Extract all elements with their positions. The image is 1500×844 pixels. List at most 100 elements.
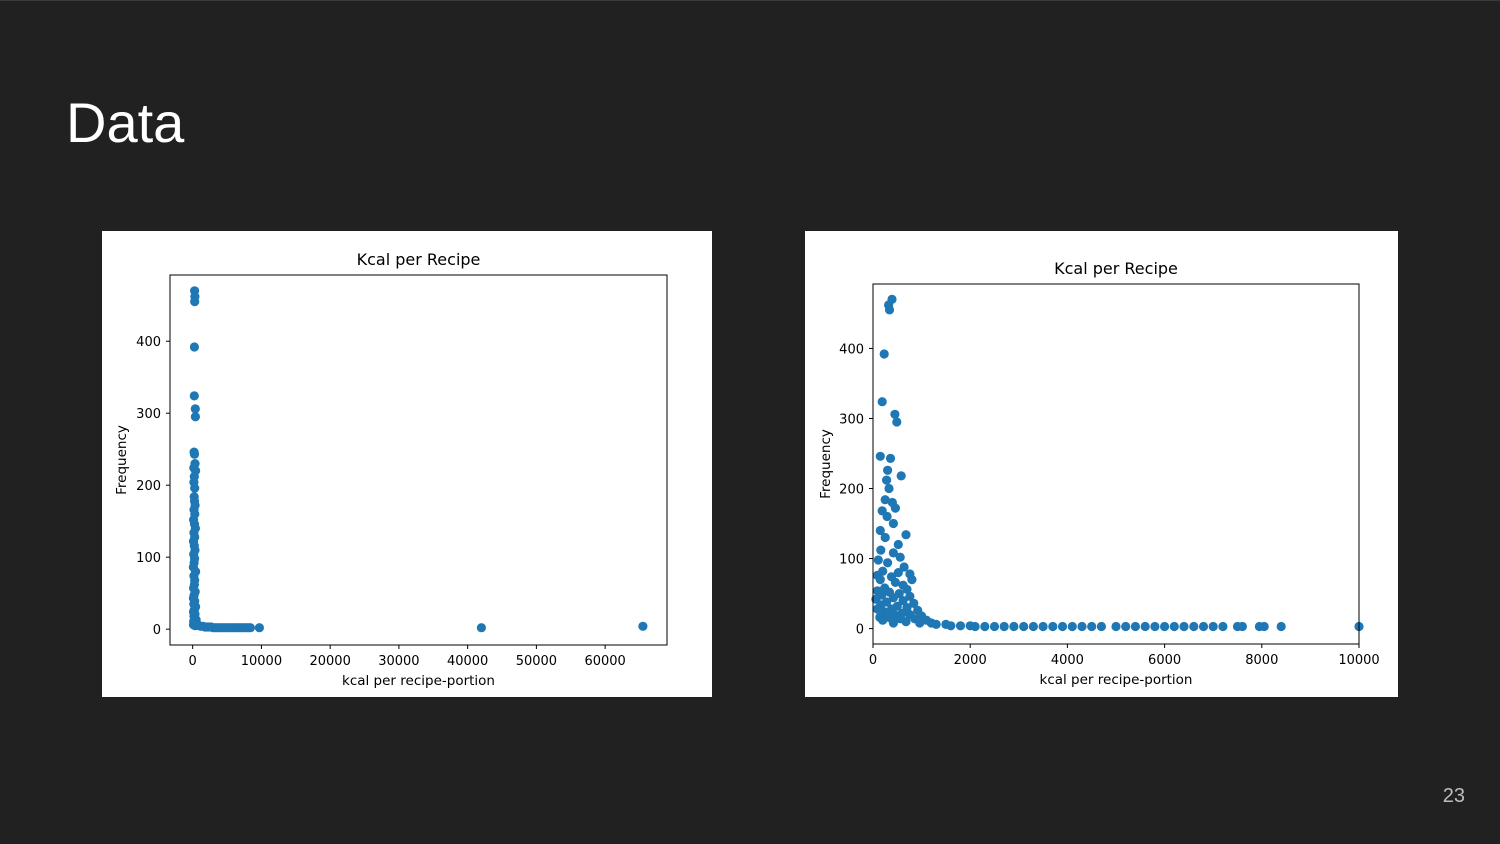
plot-frame — [872, 283, 1360, 645]
x-tick-label: 20000 — [309, 654, 350, 669]
data-point — [1169, 621, 1179, 632]
data-point — [888, 518, 898, 529]
data-point — [1198, 621, 1209, 632]
data-point — [875, 451, 885, 461]
data-point — [879, 349, 889, 359]
x-tick-label: 10000 — [241, 654, 282, 669]
data-point — [883, 465, 893, 475]
data-point — [1140, 621, 1150, 632]
y-tick-label: 300 — [136, 407, 161, 422]
data-point — [876, 545, 886, 555]
data-point — [909, 598, 919, 608]
data-point — [1130, 621, 1140, 632]
y-tick-label: 0 — [856, 623, 864, 638]
data-point — [955, 621, 966, 631]
y-tick-label: 0 — [153, 623, 161, 638]
data-point — [999, 621, 1009, 632]
data-point — [890, 577, 900, 587]
data-point — [1057, 621, 1068, 632]
data-point — [1038, 621, 1048, 632]
data-point — [890, 503, 900, 513]
data-point — [1150, 621, 1160, 632]
data-point — [888, 593, 898, 603]
data-point — [189, 391, 199, 401]
data-point — [898, 596, 908, 606]
data-point — [893, 539, 903, 550]
x-tick-label: 50000 — [516, 654, 557, 669]
plot-frame — [169, 274, 668, 646]
data-point — [980, 621, 990, 632]
data-point — [902, 584, 912, 594]
x-tick-label: 60000 — [584, 654, 625, 669]
data-point — [905, 591, 915, 601]
data-point — [245, 623, 255, 633]
data-point — [989, 621, 1000, 632]
x-tick-label: 4000 — [1051, 653, 1084, 668]
data-point — [1189, 621, 1199, 632]
data-point — [878, 615, 888, 625]
data-point — [189, 342, 199, 352]
data-point — [1048, 621, 1058, 632]
y-axis-label: Frequency — [114, 425, 130, 495]
data-point — [1179, 621, 1189, 632]
data-point — [892, 417, 902, 427]
data-point — [638, 621, 648, 631]
data-point — [915, 618, 925, 628]
slide-title: Data — [66, 91, 185, 154]
data-point — [895, 552, 905, 562]
data-point — [1218, 621, 1228, 632]
chart-title: Kcal per Recipe — [357, 250, 481, 269]
chart-title: Kcal per Recipe — [1054, 259, 1178, 278]
data-point — [882, 475, 892, 485]
data-point — [893, 568, 903, 578]
data-point — [899, 562, 909, 572]
data-point — [896, 471, 906, 481]
data-point — [890, 409, 900, 419]
y-tick-label: 200 — [136, 479, 161, 494]
data-point — [189, 449, 200, 459]
scatter-chart-svg: Kcal per Recipe 0 10000 20000 30000 40000 5000… — [114, 250, 668, 689]
x-tick-label: 0 — [869, 653, 877, 668]
data-point — [190, 412, 200, 422]
data-point — [888, 548, 898, 558]
data-point — [884, 483, 894, 494]
data-point — [875, 575, 885, 585]
x-axis-label: kcal per recipe-portion — [342, 673, 495, 689]
data-point — [1111, 621, 1121, 632]
y-tick-label: 100 — [136, 551, 161, 566]
x-tick-label: 40000 — [447, 654, 488, 669]
data-point — [1208, 621, 1218, 632]
x-axis-label: kcal per recipe-portion — [1040, 672, 1193, 688]
data-point — [1028, 621, 1038, 632]
data-point — [1160, 621, 1170, 632]
y-axis-label: Frequency — [818, 429, 834, 499]
data-point — [883, 558, 893, 568]
x-tick-label: 10000 — [1338, 653, 1379, 668]
data-point — [873, 555, 883, 565]
data-point — [1276, 621, 1286, 632]
data-points — [188, 286, 648, 633]
data-points — [871, 294, 1364, 632]
data-point — [877, 397, 887, 407]
chart-panel-zoomed-range: Kcal per Recipe 0 2000 4000 6000 8000 10000 0 10… — [805, 231, 1398, 697]
y-tick-label: 200 — [839, 483, 864, 498]
data-point — [880, 495, 890, 505]
data-point — [901, 617, 911, 627]
data-point — [476, 623, 486, 633]
data-point — [1009, 621, 1019, 632]
data-point — [1121, 621, 1131, 632]
chart-panel-full-range: Kcal per Recipe 0 10000 20000 30000 40000 5000… — [102, 231, 712, 697]
data-point — [190, 483, 200, 493]
x-tick-label: 8000 — [1245, 653, 1278, 668]
data-point — [254, 623, 264, 633]
data-point — [190, 297, 200, 307]
data-point — [1077, 621, 1087, 632]
scatter-chart-svg: Kcal per Recipe 0 2000 4000 6000 8000 10000 0 10… — [818, 259, 1380, 688]
x-tick-label: 6000 — [1148, 653, 1181, 668]
data-point — [1087, 621, 1097, 632]
data-point — [885, 453, 896, 463]
x-tick-label: 30000 — [378, 654, 419, 669]
data-point — [190, 404, 200, 414]
data-point — [1259, 621, 1269, 632]
data-point — [882, 511, 892, 522]
